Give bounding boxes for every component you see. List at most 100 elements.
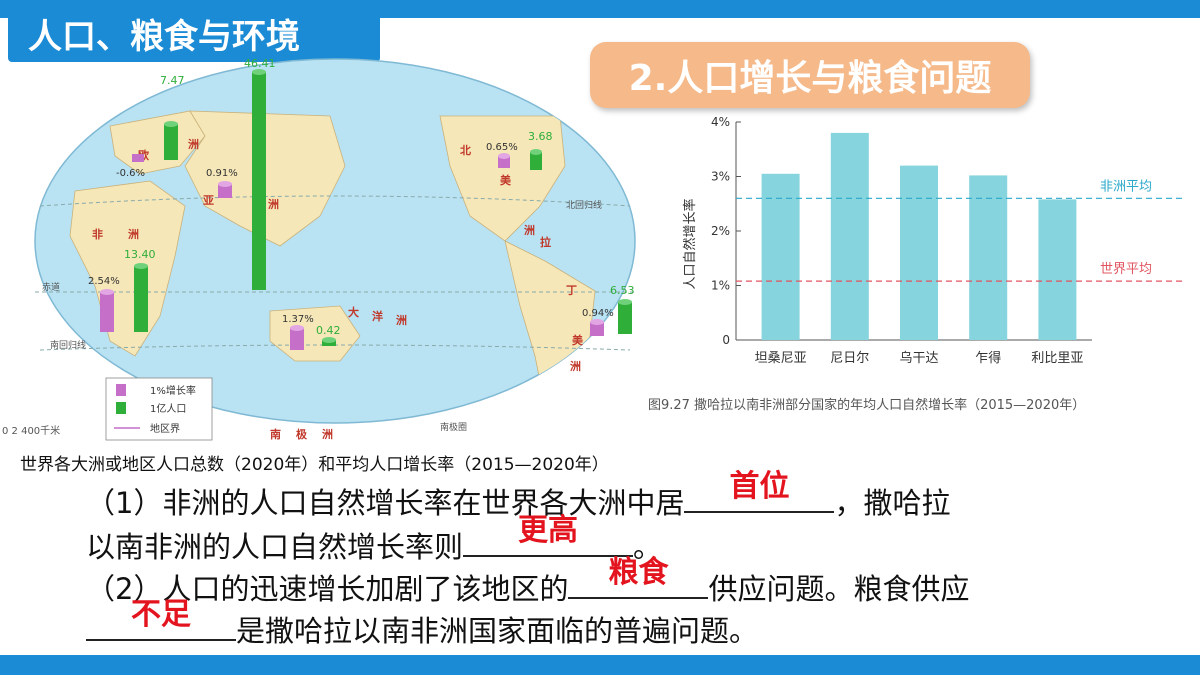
question-1-line-2: 以南非洲的人口自然增长率则 更高 。 xyxy=(86,513,663,566)
rate-cylinder xyxy=(100,292,114,332)
continent-label: 拉 xyxy=(540,235,551,249)
continent-label: 洲 xyxy=(322,428,333,441)
population-cylinder xyxy=(252,72,266,290)
continent-label: 亚 xyxy=(203,194,214,207)
map-scale: 0 2 400千米 xyxy=(2,426,61,437)
continent-label: 洲 xyxy=(396,314,407,327)
map-legend: 1%增长率 1亿人口 地区界 xyxy=(105,377,213,441)
y-tick-label: 0 xyxy=(722,333,730,347)
continent-label: 洲 xyxy=(188,138,199,151)
north-america-markers: 3.68 0.65% xyxy=(486,130,553,170)
answer-blank: 首位 xyxy=(684,469,835,513)
cylinder-top xyxy=(498,153,510,159)
section-title: 2.人口增长与粮食问题 xyxy=(590,42,1030,108)
africa-markers: 13.40 2.54% xyxy=(88,248,156,332)
question-text: 。 xyxy=(633,530,663,564)
rate-value: -0.6% xyxy=(116,168,145,179)
population-value: 3.68 xyxy=(528,130,553,143)
question-text: 以南非洲的人口自然增长率则 xyxy=(86,530,464,564)
population-value: 6.53 xyxy=(610,284,635,297)
cylinder-top xyxy=(530,149,542,155)
continent-label: 丁 xyxy=(566,284,577,297)
answer-text: 粮食 xyxy=(608,555,669,590)
continent-label: 北 xyxy=(460,143,471,157)
question-text: ，撒哈拉 xyxy=(834,486,951,520)
continent-label: 洲 xyxy=(524,224,535,237)
y-axis-label: 人口自然增长率 xyxy=(682,198,698,289)
population-cylinder xyxy=(134,266,148,332)
rate-cylinder xyxy=(290,328,304,350)
africa-shape xyxy=(69,180,186,357)
cylinder-top xyxy=(164,121,178,127)
cylinder-top xyxy=(134,263,148,269)
rate-value: 0.94% xyxy=(582,308,614,319)
cylinder-top xyxy=(322,337,336,343)
question-text: 供应问题。粮食供应 xyxy=(708,572,970,606)
cylinder-top xyxy=(290,325,304,331)
x-tick-label: 坦桑尼亚 xyxy=(755,351,807,366)
chart-bars: 坦桑尼亚 尼日尔 乌干达 乍得 利比里亚 xyxy=(755,132,1083,366)
population-value: 0.42 xyxy=(316,324,341,337)
question-1-line-1: （1）非洲的人口自然增长率在世界各大洲中居 首位 ，撒哈拉 xyxy=(86,469,951,522)
legend-pop-label: 1亿人口 xyxy=(150,402,186,415)
x-tick-label: 乌干达 xyxy=(899,350,938,366)
page-title: 人口、粮食与环境 xyxy=(8,4,380,62)
chart-bar xyxy=(761,173,800,340)
cylinder-top xyxy=(590,319,604,325)
rate-value: 0.91% xyxy=(206,168,238,179)
continent-label: 洲 xyxy=(128,228,139,241)
rate-value: 0.65% xyxy=(486,142,518,153)
chart-bar xyxy=(900,165,938,340)
continent-label: 南 xyxy=(270,427,281,441)
world-map: 北回归线 赤道 南回归线 南极圈 欧 洲 亚 洲 非 洲 北 美 洲 拉 丁 美… xyxy=(34,57,636,441)
equator-label: 赤道 xyxy=(42,281,60,293)
x-tick-label: 乍得 xyxy=(975,350,1001,366)
cylinder-top xyxy=(618,299,632,305)
question-text: （2）人口的迅速增长加剧了该地区的 xyxy=(86,572,569,606)
answer-blank: 不足 xyxy=(86,597,236,641)
continent-label: 洲 xyxy=(570,360,581,373)
x-tick-label: 尼日尔 xyxy=(830,351,869,366)
population-cylinder xyxy=(618,302,632,334)
cylinder-top xyxy=(218,181,232,187)
question-text: 是撒哈拉以南非洲国家面临的普遍问题。 xyxy=(236,614,759,648)
legend-pop-swatch xyxy=(116,402,126,414)
question-text: （1）非洲的人口自然增长率在世界各大洲中居 xyxy=(86,486,685,520)
cylinder-top xyxy=(100,289,114,295)
rate-cylinder xyxy=(132,154,144,162)
population-cylinder xyxy=(164,124,178,160)
chart-caption: 图9.27 撒哈拉以南非洲部分国家的年均人口自然增长率（2015—2020年） xyxy=(648,398,1086,413)
population-value: 46.41 xyxy=(244,57,276,70)
legend-border-label: 地区界 xyxy=(150,422,180,435)
tropic-capricorn-label: 南回归线 xyxy=(50,339,86,351)
legend-rate-swatch xyxy=(116,384,126,396)
continent-label: 极 xyxy=(296,427,308,441)
population-value: 7.47 xyxy=(160,74,185,87)
y-tick-label: 3% xyxy=(711,170,730,184)
y-tick-label: 2% xyxy=(711,224,730,238)
rate-cylinder xyxy=(498,156,510,168)
answer-text: 不足 xyxy=(131,597,191,632)
continent-label: 大 xyxy=(348,305,359,319)
population-value: 13.40 xyxy=(124,248,156,261)
question-2-line-2: 不足 是撒哈拉以南非洲国家面临的普遍问题。 xyxy=(86,597,759,650)
reference-line-label: 世界平均 xyxy=(1100,262,1152,277)
asia-markers: 46.41 0.91% xyxy=(206,57,276,290)
reference-line-label: 非洲平均 xyxy=(1100,179,1152,194)
tropic-cancer-line xyxy=(39,195,631,207)
rate-cylinder xyxy=(218,184,232,198)
chart-bar xyxy=(969,175,1008,340)
continent-label: 美 xyxy=(572,333,584,347)
oceania-markers: 0.42 1.37% xyxy=(282,314,341,350)
answer-blank: 粮食 xyxy=(568,555,709,599)
antarctic-circle-label: 南极圈 xyxy=(440,421,467,433)
y-tick-label: 4% xyxy=(711,115,730,129)
x-tick-label: 利比里亚 xyxy=(1031,351,1083,366)
y-tick-label: 1% xyxy=(711,279,730,293)
tropic-cancer-label: 北回归线 xyxy=(566,199,602,211)
answer-text: 更高 xyxy=(518,513,579,548)
chart-bar xyxy=(1038,199,1077,340)
question-2-line-1: （2）人口的迅速增长加剧了该地区的 粮食 供应问题。粮食供应 xyxy=(86,555,970,608)
europe-markers: 7.47 -0.6% xyxy=(116,74,185,179)
